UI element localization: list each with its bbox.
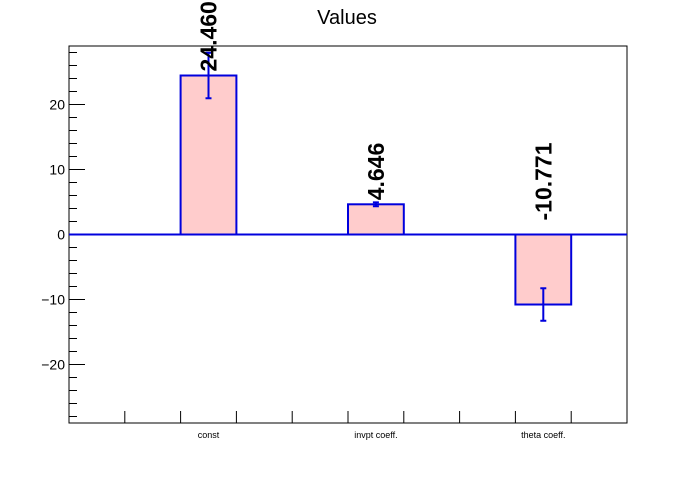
y-tick-label: −20 — [41, 357, 65, 373]
y-tick-label: 10 — [49, 162, 65, 178]
bar — [347, 203, 405, 236]
value-label: 24.460 — [196, 1, 222, 71]
x-category-label: const — [198, 430, 220, 440]
x-category-label: invpt coeff. — [354, 430, 397, 440]
chart-title: Values — [317, 7, 377, 29]
value-label: -10.771 — [530, 142, 556, 220]
bar — [179, 74, 238, 236]
x-category-label: theta coeff. — [521, 430, 565, 440]
value-label: 4.646 — [363, 143, 389, 201]
y-tick-label: −10 — [41, 292, 65, 308]
y-tick-label: 20 — [49, 97, 65, 113]
y-tick-label: 0 — [57, 227, 65, 243]
